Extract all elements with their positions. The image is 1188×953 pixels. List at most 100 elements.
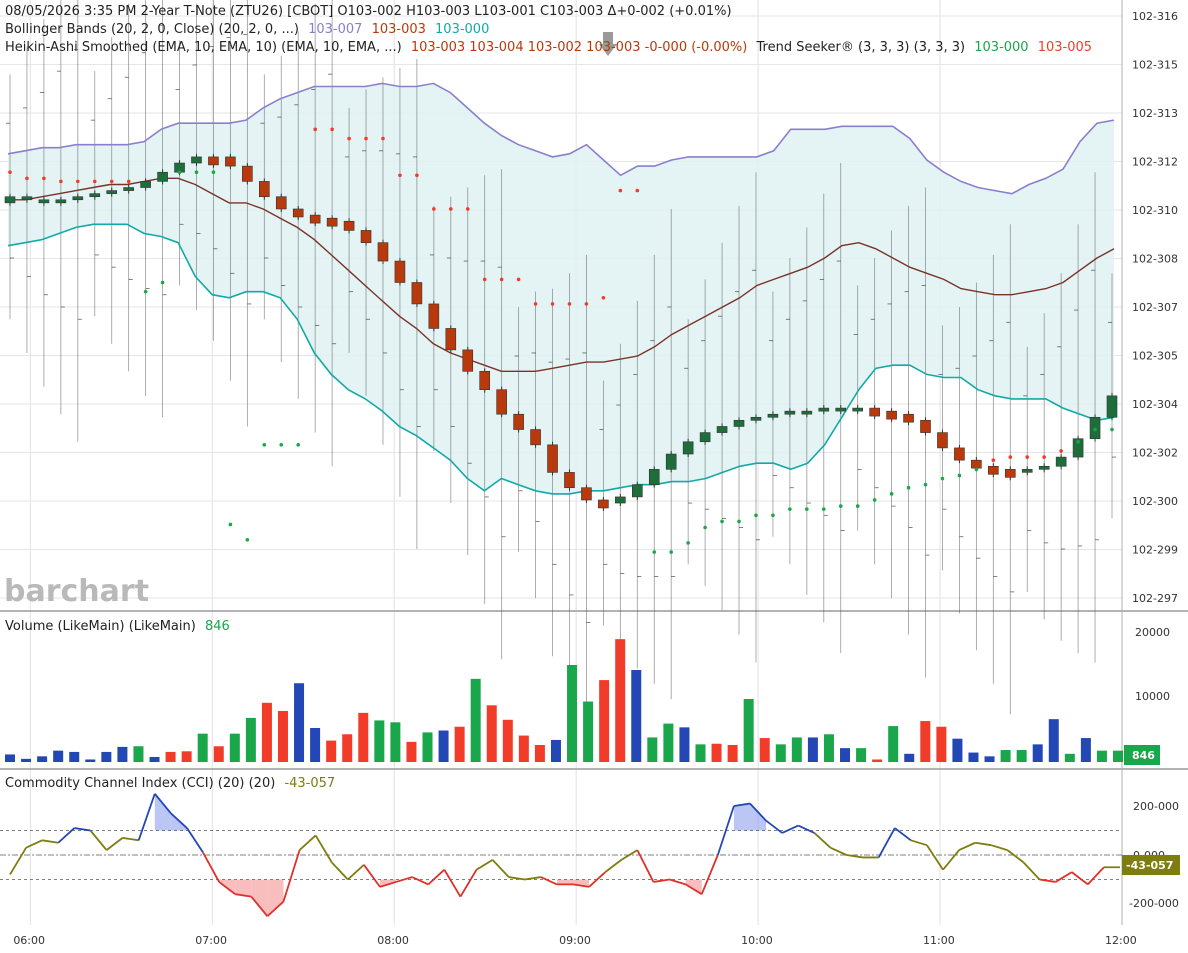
down-arrow-icon — [599, 32, 617, 56]
volume-bar — [245, 717, 256, 762]
cci-segment — [170, 812, 188, 829]
price-axis-label: 102-302 — [1132, 447, 1178, 460]
volume-bar — [277, 710, 288, 762]
trend-seeker-dot — [906, 485, 911, 490]
cci-last-value-tag: -43-057 — [1122, 855, 1180, 875]
trend-seeker-dot — [76, 179, 80, 184]
time-axis-label: 11:00 — [923, 934, 955, 947]
volume-bar — [695, 744, 706, 762]
cci-segment — [700, 854, 719, 895]
heikin-ashi-legend-label: Heikin-Ashi Smoothed (EMA, 10, EMA, 10) … — [5, 40, 402, 55]
trend-seeker-dot — [1059, 449, 1063, 453]
volume-bar — [101, 751, 112, 762]
price-pane[interactable]: barchart — [4, 0, 1118, 746]
heikin-ashi-candle — [801, 410, 813, 415]
volume-bar — [294, 683, 305, 762]
svg-text:846: 846 — [1132, 749, 1155, 762]
cci-segment — [282, 849, 301, 902]
trend-seeker-dot — [838, 504, 843, 508]
cci-segment — [781, 824, 799, 834]
volume-bar — [550, 739, 561, 762]
trend-seeker-dot — [228, 522, 233, 527]
trend-seeker-dot — [550, 302, 555, 306]
quote-header: 08/05/2026 3:35 PM 2-Year T-Note (ZTU26)… — [5, 4, 732, 19]
trend-seeker-dot — [126, 179, 131, 184]
trend-seeker-dot — [974, 467, 979, 472]
heikin-ashi-candle — [920, 420, 931, 433]
time-axis[interactable]: 06:00 07:00 08:00 09:00 10:00 11:00 12:00 — [13, 934, 1136, 947]
time-axis-label: 06:00 — [13, 934, 45, 947]
heikin-ashi-candle — [750, 416, 762, 421]
heikin-ashi-candle — [21, 196, 33, 201]
cci-segment — [122, 836, 139, 842]
trend-seeker-dot — [957, 473, 962, 478]
trend-seeker-dot — [889, 492, 894, 496]
cci-segment — [572, 883, 590, 888]
trend-seeker-dot — [923, 482, 928, 487]
trend-seeker-dot — [160, 280, 165, 285]
heikin-ashi-candle — [547, 444, 558, 473]
trend-seeker-dot — [499, 277, 504, 282]
bollinger-legend-label: Bollinger Bands (20, 2, 0, Close) (20, 2… — [5, 22, 299, 37]
cci-pane[interactable] — [0, 793, 1122, 917]
cci-oversold-fill — [556, 879, 574, 885]
bollinger-mid-value: 103-003 — [372, 22, 426, 37]
trend-seeker-dot — [25, 176, 29, 181]
cci-segment — [846, 854, 863, 859]
trend-seeker-dot — [991, 458, 996, 462]
volume-bar — [984, 756, 995, 762]
cci-segment — [1087, 866, 1105, 886]
cci-segment — [926, 844, 944, 871]
heikin-ashi-candle — [886, 410, 897, 420]
heikin-ashi-candle — [89, 193, 101, 198]
volume-bar — [759, 738, 770, 762]
heikin-ashi-candle — [1021, 469, 1033, 473]
volume-bar — [856, 748, 867, 762]
cci-segment — [74, 827, 91, 832]
heikin-ashi-candle — [462, 349, 474, 372]
volume-bar — [1048, 719, 1059, 762]
time-axis-label: 07:00 — [195, 934, 227, 947]
heikin-ashi-candle — [309, 214, 321, 224]
price-axis[interactable]: 102-316 102-315 102-313 102-312 102-310 102-3… — [1132, 10, 1178, 605]
volume-bar — [181, 751, 192, 762]
heikin-ashi-candle — [869, 407, 880, 417]
volume-pane[interactable] — [5, 639, 1123, 762]
time-axis-label: 09:00 — [559, 934, 591, 947]
trend-seeker-dot — [618, 188, 623, 193]
volume-bar — [133, 746, 144, 762]
trend-seeker-dot — [92, 179, 97, 184]
heikin-ashi-candle — [784, 410, 796, 415]
trend-seeker-dot — [567, 302, 572, 306]
trend-seeker-dot — [1008, 455, 1013, 459]
cci-segment — [395, 876, 413, 883]
time-axis-label: 10:00 — [741, 934, 773, 947]
trend-seeker-down-value: 103-005 — [1038, 40, 1092, 55]
volume-bar — [872, 759, 883, 762]
trend-seeker-dot — [788, 507, 792, 511]
trend-seeker-up-value: 103-000 — [974, 40, 1028, 55]
heikin-ashi-candle — [1055, 456, 1067, 467]
cci-segment — [331, 861, 349, 881]
heikin-ashi-candle — [343, 220, 355, 231]
heikin-ashi-candle — [835, 407, 847, 412]
volume-bar — [358, 712, 369, 762]
cci-segment — [797, 824, 815, 834]
volume-bar — [69, 751, 80, 762]
price-axis-label: 102-316 — [1132, 10, 1178, 23]
heikin-ashi-candle — [971, 459, 982, 469]
trend-seeker-dot — [8, 170, 12, 175]
bollinger-legend: Bollinger Bands (20, 2, 0, Close) (20, 2… — [5, 22, 489, 37]
cci-segment — [716, 805, 735, 856]
trend-seeker-dot — [296, 443, 301, 447]
cci-overbought-fill — [154, 793, 171, 831]
trend-seeker-dot — [211, 170, 216, 175]
cci-axis-label: 200-000 — [1133, 800, 1179, 813]
cci-segment — [459, 869, 478, 898]
bollinger-lower-value: 103-000 — [435, 22, 489, 37]
cci-segment — [765, 819, 783, 834]
heikin-ashi-candle — [682, 441, 694, 455]
trend-seeker-dots — [8, 127, 1114, 554]
volume-legend-label: Volume (LikeMain) (LikeMain) — [5, 619, 196, 634]
volume-bar — [1032, 744, 1043, 762]
